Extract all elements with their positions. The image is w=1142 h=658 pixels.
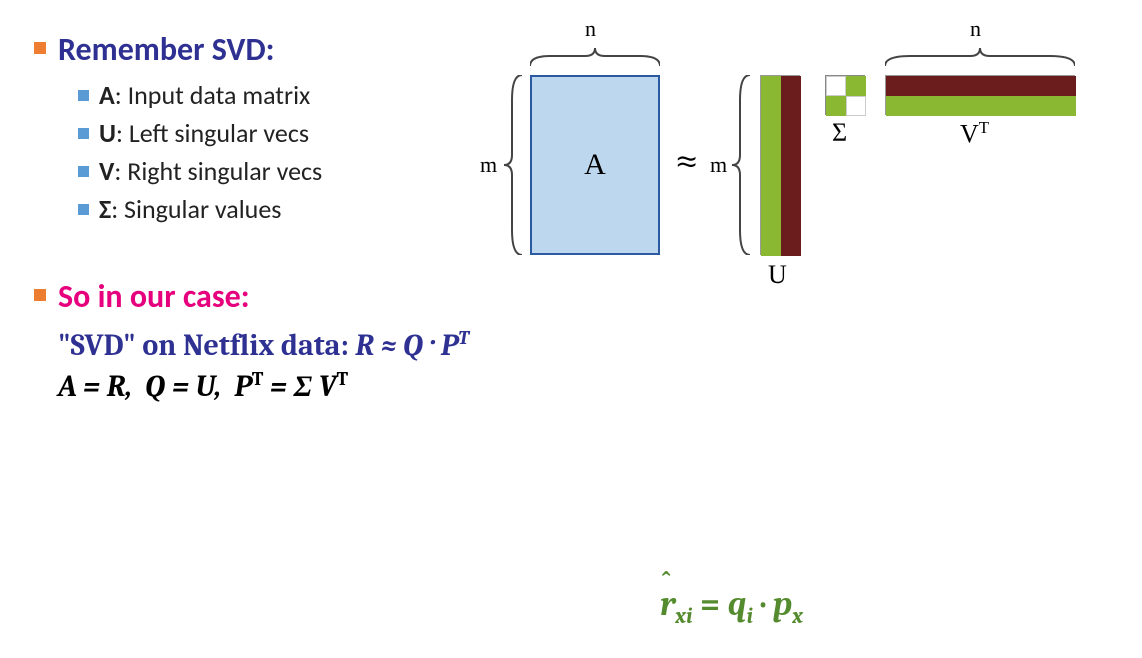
line-prefix: "SVD" on Netflix data: — [58, 328, 355, 363]
bullet-bold: V — [99, 155, 114, 187]
bullet-square-blue — [78, 128, 89, 139]
V-row-2 — [886, 96, 1076, 116]
heading-text: So in our case: — [58, 277, 250, 316]
bullet-rest: : Left singular vecs — [116, 117, 309, 149]
bullet-text: V: Right singular vecs — [99, 155, 322, 187]
bullet-U: U: Left singular vecs — [78, 117, 500, 149]
formula-rhat: rxi = qi · px — [660, 584, 803, 629]
matrix-A-label: A — [584, 148, 606, 182]
sigma-cell — [846, 96, 866, 116]
p: p — [773, 584, 793, 624]
U-col-1 — [761, 76, 781, 256]
label-VT: VT — [960, 118, 989, 150]
brace-left-A — [504, 75, 526, 255]
line-formula: R ≈ Q · PT — [355, 328, 469, 363]
dim-m-A: m — [480, 152, 497, 178]
label-Sigma: Σ — [832, 118, 847, 148]
bullet-square-orange — [34, 289, 46, 301]
bullet-square-blue — [78, 166, 89, 177]
matrix-A: A — [530, 75, 660, 255]
q: q — [728, 584, 747, 624]
matrix-U — [760, 75, 800, 255]
sigma-cell — [846, 76, 866, 96]
bullet-V: V: Right singular vecs — [78, 155, 500, 187]
bullet-bold: A — [99, 79, 115, 111]
bullet-A: A: Input data matrix — [78, 79, 500, 111]
matrix-Sigma — [825, 75, 865, 115]
bullet-rest: : Right singular vecs — [114, 155, 322, 187]
bullet-rest: : Singular values — [111, 193, 281, 225]
dim-n-A: n — [585, 16, 596, 42]
bullet-text: Σ: Singular values — [99, 193, 281, 225]
approx-symbol: ≈ — [675, 136, 698, 185]
brace-top-A — [530, 48, 660, 70]
brace-left-U — [732, 75, 754, 255]
bullet-text: A: Input data matrix — [99, 79, 310, 111]
svd-diagram: n m A ≈ m U Σ n VT — [470, 10, 1130, 300]
heading-text: Remember SVD: — [58, 30, 274, 69]
bullet-bold: Σ — [99, 193, 111, 225]
matrix-VT — [885, 75, 1075, 115]
sigma-cell — [826, 76, 846, 96]
r-hat: r — [660, 584, 675, 624]
bullet-bold: U — [99, 117, 116, 149]
V-row-1 — [886, 76, 1076, 96]
eq: = — [700, 584, 728, 624]
sigma-cell — [826, 96, 846, 116]
q-sub: i — [747, 603, 754, 629]
section-our-case: So in our case: "SVD" on Netflix data: R… — [30, 277, 500, 404]
p-sub: x — [792, 603, 803, 629]
brace-top-V — [885, 48, 1075, 70]
heading-our-case: So in our case: — [34, 277, 500, 316]
dim-m-U: m — [710, 152, 727, 178]
bullet-square-blue — [78, 90, 89, 101]
bullet-rest: : Input data matrix — [115, 79, 311, 111]
line-svd-netflix: "SVD" on Netflix data: R ≈ Q · PT — [58, 326, 500, 363]
dim-n-V: n — [970, 16, 981, 42]
text-column: Remember SVD: A: Input data matrix U: Le… — [30, 30, 500, 404]
bullet-square-blue — [78, 204, 89, 215]
line-mapping: A = R, Q = U, PT = Σ VT — [58, 367, 500, 404]
bullet-text: U: Left singular vecs — [99, 117, 309, 149]
bullet-Sigma: Σ: Singular values — [78, 193, 500, 225]
heading-remember-svd: Remember SVD: — [34, 30, 500, 69]
r-sub: xi — [675, 603, 692, 629]
bullet-square-orange — [34, 42, 46, 54]
U-col-2 — [781, 76, 801, 256]
dot: · — [761, 584, 773, 624]
label-U: U — [768, 260, 787, 290]
